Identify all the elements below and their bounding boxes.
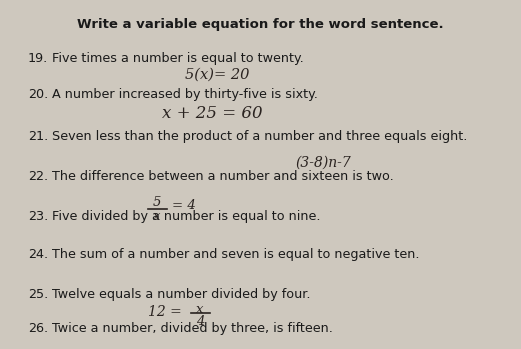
Text: 25.: 25. [28, 288, 48, 301]
Text: Five times a number is equal to twenty.: Five times a number is equal to twenty. [52, 52, 304, 65]
Text: x: x [196, 303, 204, 316]
Text: 5(x)= 20: 5(x)= 20 [185, 68, 250, 82]
Text: x + 25 = 60: x + 25 = 60 [162, 105, 263, 122]
Text: 23.: 23. [28, 210, 48, 223]
Text: 22.: 22. [28, 170, 48, 183]
Text: Five divided by a number is equal to nine.: Five divided by a number is equal to nin… [52, 210, 320, 223]
Text: 24.: 24. [28, 248, 48, 261]
Text: = 4: = 4 [172, 199, 196, 212]
Text: 26.: 26. [28, 322, 48, 335]
Text: Twice a number, divided by three, is fifteen.: Twice a number, divided by three, is fif… [52, 322, 333, 335]
Text: 5: 5 [153, 196, 161, 209]
Text: Seven less than the product of a number and three equals eight.: Seven less than the product of a number … [52, 130, 467, 143]
Text: (3-8)n-7: (3-8)n-7 [295, 156, 351, 170]
Text: A number increased by thirty-five is sixty.: A number increased by thirty-five is six… [52, 88, 318, 101]
Text: The sum of a number and seven is equal to negative ten.: The sum of a number and seven is equal t… [52, 248, 419, 261]
Text: 20.: 20. [28, 88, 48, 101]
Text: Twelve equals a number divided by four.: Twelve equals a number divided by four. [52, 288, 311, 301]
Text: The difference between a number and sixteen is two.: The difference between a number and sixt… [52, 170, 394, 183]
Text: 21.: 21. [28, 130, 48, 143]
Text: 4: 4 [196, 315, 204, 328]
Text: x: x [153, 210, 161, 223]
Text: 19.: 19. [28, 52, 48, 65]
Text: 12 =: 12 = [148, 305, 182, 319]
Text: Write a variable equation for the word sentence.: Write a variable equation for the word s… [77, 18, 444, 31]
